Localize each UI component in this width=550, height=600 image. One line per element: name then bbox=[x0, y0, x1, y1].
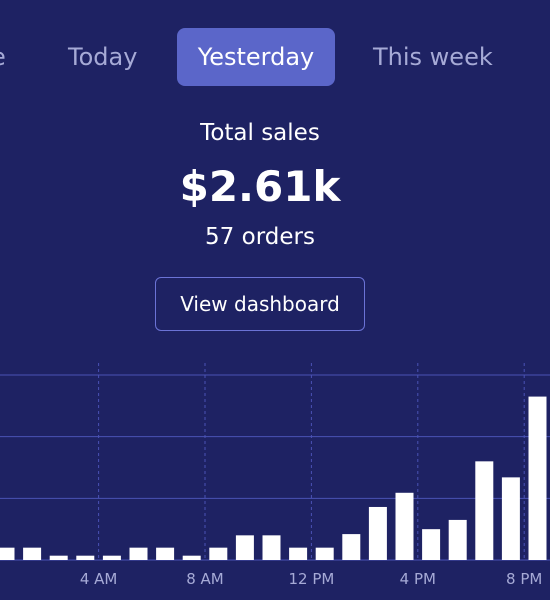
date-range-tabs: e Today Yesterday This week bbox=[0, 28, 550, 86]
total-sales-value: $2.61k bbox=[179, 162, 341, 211]
x-tick-label: 12 PM bbox=[288, 570, 334, 588]
chart-bar bbox=[368, 506, 387, 560]
chart-bar bbox=[342, 534, 361, 560]
chart-bar bbox=[156, 547, 175, 560]
x-tick-label: 8 PM bbox=[506, 570, 542, 588]
chart-bar bbox=[182, 555, 201, 560]
x-tick-label: 4 AM bbox=[80, 570, 118, 588]
chart-bar bbox=[528, 396, 547, 560]
hourly-sales-chart: 4 AM 8 AM 12 PM 4 PM 8 PM bbox=[0, 363, 550, 588]
chart-bar bbox=[49, 555, 68, 560]
chart-bar bbox=[395, 492, 414, 560]
chart-bar bbox=[262, 535, 281, 560]
x-tick-label: 8 AM bbox=[186, 570, 224, 588]
chart-bar bbox=[129, 547, 148, 560]
tab-this-week[interactable]: This week bbox=[373, 43, 493, 71]
chart-bar bbox=[289, 547, 308, 560]
chart-bar bbox=[0, 547, 15, 560]
total-sales-label: Total sales bbox=[200, 120, 320, 146]
tab-today[interactable]: Today bbox=[68, 43, 138, 71]
chart-bar bbox=[23, 547, 42, 560]
chart-bar bbox=[475, 461, 494, 560]
chart-bar bbox=[102, 555, 121, 560]
chart-grid bbox=[0, 363, 550, 561]
chart-x-axis: 4 AM 8 AM 12 PM 4 PM 8 PM bbox=[80, 570, 543, 588]
x-tick-label: 4 PM bbox=[400, 570, 436, 588]
chart-bar bbox=[76, 555, 95, 560]
tab-last-week[interactable]: e bbox=[0, 28, 6, 86]
chart-bar bbox=[501, 477, 520, 560]
tab-yesterday[interactable]: Yesterday bbox=[177, 28, 335, 86]
chart-bars bbox=[0, 396, 547, 560]
chart-bar bbox=[422, 529, 441, 560]
orders-count: 57 orders bbox=[205, 224, 315, 250]
chart-bar bbox=[315, 547, 334, 560]
chart-bar bbox=[448, 519, 467, 560]
view-dashboard-button[interactable]: View dashboard bbox=[155, 277, 365, 331]
chart-bar bbox=[209, 547, 228, 560]
chart-bar bbox=[235, 535, 254, 560]
